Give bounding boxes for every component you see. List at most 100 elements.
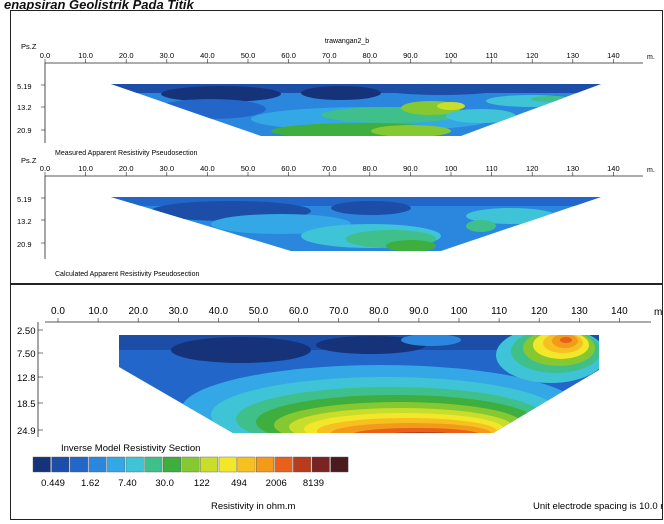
figure-caption: enapsiran Geolistrik Pada Titik [4, 0, 194, 12]
measured-x-tick-label: 110 [486, 51, 498, 60]
measured-x-tick-label: 0.0 [40, 51, 50, 60]
scale-swatch [293, 456, 312, 473]
measured-x-tick-label: 60.0 [281, 51, 296, 60]
line-name: trawangan2_b [325, 38, 369, 45]
calculated-depth-label: Ps.Z [21, 156, 37, 165]
scale-swatch [51, 456, 70, 473]
model-x-unit: m. [654, 307, 662, 318]
model-axes: 0.0 10.0 20.0 30.0 40.0 50.0 60.0 70.0 80.0 90.0 1… [17, 306, 664, 437]
model-depth-tick: 12.8 [17, 373, 36, 384]
calculated-title: Calculated Apparent Resistivity Pseudose… [55, 271, 199, 278]
calculated-axes: 0.0 10.0 20.0 30.0 40.0 50.0 60.0 70.0 80.0 90.0 1… [17, 156, 655, 259]
measured-pseudosection [111, 84, 601, 136]
inverse-model-plot: 0.0 10.0 20.0 30.0 40.0 50.0 60.0 70.0 80.0 90.0 1… [17, 306, 664, 512]
measured-x-tick-label: 50.0 [241, 51, 256, 60]
calculated-x-tick-label: 100 [445, 164, 458, 173]
calculated-x-unit: m. [647, 167, 655, 174]
model-x-tick-label: 10.0 [88, 306, 108, 317]
calculated-depth-tick: 13.2 [17, 217, 32, 226]
model-depth-tick: 18.5 [17, 399, 36, 410]
calculated-x-tick-label: 20.0 [119, 164, 134, 173]
model-x-tick-label: 60.0 [289, 306, 309, 317]
measured-depth-tick: 13.2 [17, 103, 32, 112]
calculated-x-tick-label: 140 [607, 164, 620, 173]
scale-label: 30.0 [155, 478, 174, 489]
model-x-tick-label: 0.0 [51, 306, 65, 317]
measured-x-tick-label: 30.0 [159, 51, 174, 60]
scale-swatch [125, 456, 144, 473]
model-x-tick-label: 120 [531, 306, 548, 317]
model-x-tick-label: 80.0 [369, 306, 389, 317]
scale-swatch [70, 456, 88, 473]
pseudosection-plots: trawangan2_b 0.0 10.0 20.0 30.0 40.0 50.0 60.0… [17, 38, 655, 278]
model-depth-tick: 7.50 [17, 349, 36, 360]
measured-x-tick-label: 130 [567, 51, 580, 60]
scale-swatch [218, 456, 237, 473]
calculated-depth-tick: 20.9 [17, 240, 32, 249]
scale-swatch [107, 456, 126, 473]
scale-swatch [144, 456, 163, 473]
measured-x-tick-label: 100 [445, 51, 458, 60]
scale-swatch [32, 456, 51, 473]
calculated-x-tick-label: 90.0 [403, 164, 418, 173]
calculated-depth-tick: 5.19 [17, 195, 32, 204]
model-depth-tick: 2.50 [17, 326, 36, 337]
measured-x-tick-label: 10.0 [78, 51, 93, 60]
scale-swatch [237, 456, 256, 473]
measured-depth-label: Ps.Z [21, 42, 37, 51]
measured-depth-tick: 5.19 [17, 82, 32, 91]
calculated-pseudosection [111, 197, 601, 251]
scale-label: 2006 [266, 478, 287, 489]
inverse-model-section [119, 335, 599, 433]
measured-x-tick-label: 70.0 [322, 51, 337, 60]
measured-axes: 0.0 10.0 20.0 30.0 40.0 50.0 60.0 70.0 80.0 90.0 1… [17, 42, 655, 143]
calculated-x-tick-label: 30.0 [159, 164, 174, 173]
resistivity-color-scale [32, 456, 349, 473]
scale-label: 7.40 [118, 478, 137, 489]
model-x-tick-label: 50.0 [249, 306, 269, 317]
pseudosection-panel: trawangan2_b 0.0 10.0 20.0 30.0 40.0 50.0 60.0… [10, 10, 663, 284]
scale-swatch [88, 456, 107, 473]
calculated-x-tick-label: 80.0 [362, 164, 377, 173]
calculated-x-tick-label: 50.0 [241, 164, 256, 173]
model-x-tick-label: 70.0 [329, 306, 349, 317]
calculated-x-tick-label: 120 [526, 164, 539, 173]
measured-title: Measured Apparent Resistivity Pseudosect… [55, 150, 198, 157]
model-x-tick-label: 90.0 [409, 306, 429, 317]
scale-swatch [162, 456, 181, 473]
scale-swatch [255, 456, 274, 473]
resistivity-unit-label: Resistivity in ohm.m [211, 501, 296, 512]
calculated-x-tick-label: 130 [567, 164, 580, 173]
measured-x-tick-label: 90.0 [403, 51, 418, 60]
measured-x-tick-label: 80.0 [362, 51, 377, 60]
scale-swatch [200, 456, 219, 473]
model-x-tick-label: 110 [491, 306, 507, 317]
scale-swatch [274, 456, 293, 473]
calculated-x-tick-label: 110 [486, 164, 498, 173]
model-x-tick-label: 40.0 [209, 306, 229, 317]
scale-label: 8139 [303, 478, 324, 489]
electrode-spacing-note: Unit electrode spacing is 10.0 m. [533, 501, 662, 512]
scale-label: 1.62 [81, 478, 100, 489]
calculated-x-tick-label: 10.0 [78, 164, 93, 173]
measured-x-tick-label: 40.0 [200, 51, 215, 60]
scale-swatch [330, 456, 349, 473]
measured-x-tick-label: 20.0 [119, 51, 134, 60]
measured-x-tick-label: 120 [526, 51, 539, 60]
calculated-x-tick-label: 40.0 [200, 164, 215, 173]
measured-x-tick-label: 140 [607, 51, 620, 60]
measured-depth-tick: 20.9 [17, 126, 32, 135]
model-x-tick-label: 130 [571, 306, 588, 317]
model-title: Inverse Model Resistivity Section [61, 443, 200, 454]
scale-swatch [181, 456, 200, 473]
inverse-model-panel: 0.0 10.0 20.0 30.0 40.0 50.0 60.0 70.0 80.0 90.0 1… [10, 284, 664, 520]
model-x-tick-label: 140 [611, 306, 628, 317]
calculated-x-tick-label: 0.0 [40, 164, 50, 173]
model-depth-tick: 24.9 [17, 426, 36, 437]
model-x-tick-label: 30.0 [169, 306, 189, 317]
measured-x-unit: m. [647, 54, 655, 61]
scale-swatch [311, 456, 330, 473]
scale-label: 122 [194, 478, 210, 489]
model-x-tick-label: 100 [451, 306, 468, 317]
scale-label: 0.449 [41, 478, 65, 489]
